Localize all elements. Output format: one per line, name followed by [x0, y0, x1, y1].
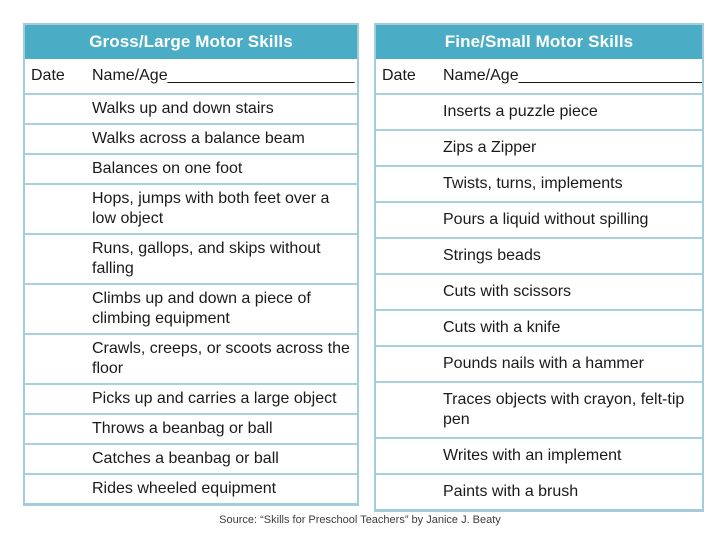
skill-row: Walks up and down stairs	[25, 93, 357, 123]
skill-row: Catches a beanbag or ball	[25, 443, 357, 473]
date-cell	[25, 155, 92, 183]
skill-cell: Zips a Zipper	[443, 139, 537, 156]
date-cell	[25, 475, 92, 503]
date-name-header-row: Date Name/Age_____________________	[376, 59, 702, 93]
date-cell	[376, 203, 443, 237]
skill-cell: Inserts a puzzle piece	[443, 103, 598, 120]
skill-row: Hops, jumps with both feet over a low ob…	[25, 183, 357, 233]
skill-row: Pounds nails with a hammer	[376, 345, 702, 381]
date-cell	[25, 385, 92, 413]
skill-cell: Balances on one foot	[92, 160, 243, 177]
fine-motor-table-header: Fine/Small Motor Skills	[376, 25, 702, 59]
date-cell	[376, 167, 443, 201]
skill-row: Zips a Zipper	[376, 129, 702, 165]
skill-row: Throws a beanbag or ball	[25, 413, 357, 443]
skill-cell: Strings beads	[443, 247, 541, 264]
skill-row: Picks up and carries a large object	[25, 383, 357, 413]
skill-cell: Crawls, creeps, or scoots across the flo…	[92, 340, 350, 377]
skill-row: Strings beads	[376, 237, 702, 273]
skill-cell: Cuts with scissors	[443, 283, 572, 300]
skill-row: Walks across a balance beam	[25, 123, 357, 153]
skill-row: Runs, gallops, and skips without falling	[25, 233, 357, 283]
gross-motor-table-header: Gross/Large Motor Skills	[25, 25, 357, 59]
skill-cell: Pours a liquid without spilling	[443, 211, 649, 228]
name-age-label: Name/Age_____________________	[92, 67, 355, 84]
date-label: Date	[31, 67, 65, 84]
date-cell	[25, 285, 92, 333]
date-cell	[25, 125, 92, 153]
date-cell	[25, 415, 92, 443]
skill-cell: Climbs up and down a piece of climbing e…	[92, 290, 311, 327]
skill-row: Pours a liquid without spilling	[376, 201, 702, 237]
name-age-label: Name/Age_____________________	[443, 67, 702, 84]
date-cell	[376, 475, 443, 509]
skill-cell: Walks across a balance beam	[92, 130, 305, 147]
date-label: Date	[382, 67, 416, 84]
skill-row: Writes with an implement	[376, 437, 702, 473]
date-cell	[376, 383, 443, 437]
skill-row: Paints with a brush	[376, 473, 702, 509]
skill-row: Cuts with a knife	[376, 309, 702, 345]
skill-cell: Rides wheeled equipment	[92, 480, 277, 497]
date-cell	[376, 311, 443, 345]
skill-cell: Pounds nails with a hammer	[443, 355, 644, 372]
skill-row: Traces objects with crayon, felt-tip pen	[376, 381, 702, 437]
skill-row: Twists, turns, implements	[376, 165, 702, 201]
skill-row: Balances on one foot	[25, 153, 357, 183]
skill-row: Inserts a puzzle piece	[376, 93, 702, 129]
date-cell	[25, 445, 92, 473]
date-cell	[376, 239, 443, 273]
skill-cell: Runs, gallops, and skips without falling	[92, 240, 321, 277]
date-cell	[376, 95, 443, 129]
skill-cell: Writes with an implement	[443, 447, 622, 464]
skill-row: Rides wheeled equipment	[25, 473, 357, 503]
date-cell	[25, 95, 92, 123]
date-cell	[376, 347, 443, 381]
date-name-header-row: Date Name/Age_____________________	[25, 59, 357, 93]
skill-cell: Catches a beanbag or ball	[92, 450, 279, 467]
skill-cell: Twists, turns, implements	[443, 175, 623, 192]
skill-cell: Throws a beanbag or ball	[92, 420, 273, 437]
date-cell	[25, 335, 92, 383]
date-cell	[25, 235, 92, 283]
source-note: Source: “Skills for Preschool Teachers” …	[219, 514, 501, 526]
skill-row: Crawls, creeps, or scoots across the flo…	[25, 333, 357, 383]
table-title: Fine/Small Motor Skills	[444, 32, 634, 51]
skill-row: Climbs up and down a piece of climbing e…	[25, 283, 357, 333]
date-cell	[25, 185, 92, 233]
date-cell	[376, 131, 443, 165]
skill-cell: Hops, jumps with both feet over a low ob…	[92, 190, 330, 227]
gross-motor-table: Gross/Large Motor Skills Date Name/Age__…	[23, 23, 359, 506]
date-cell	[376, 439, 443, 473]
skill-cell: Paints with a brush	[443, 483, 579, 500]
skill-row: Cuts with scissors	[376, 273, 702, 309]
fine-motor-table: Fine/Small Motor Skills Date Name/Age___…	[374, 23, 704, 512]
skill-cell: Cuts with a knife	[443, 319, 561, 336]
skill-cell: Picks up and carries a large object	[92, 390, 337, 407]
date-cell	[376, 275, 443, 309]
skill-cell: Traces objects with crayon, felt-tip pen	[443, 391, 685, 428]
skill-cell: Walks up and down stairs	[92, 100, 274, 117]
table-title: Gross/Large Motor Skills	[89, 32, 293, 51]
